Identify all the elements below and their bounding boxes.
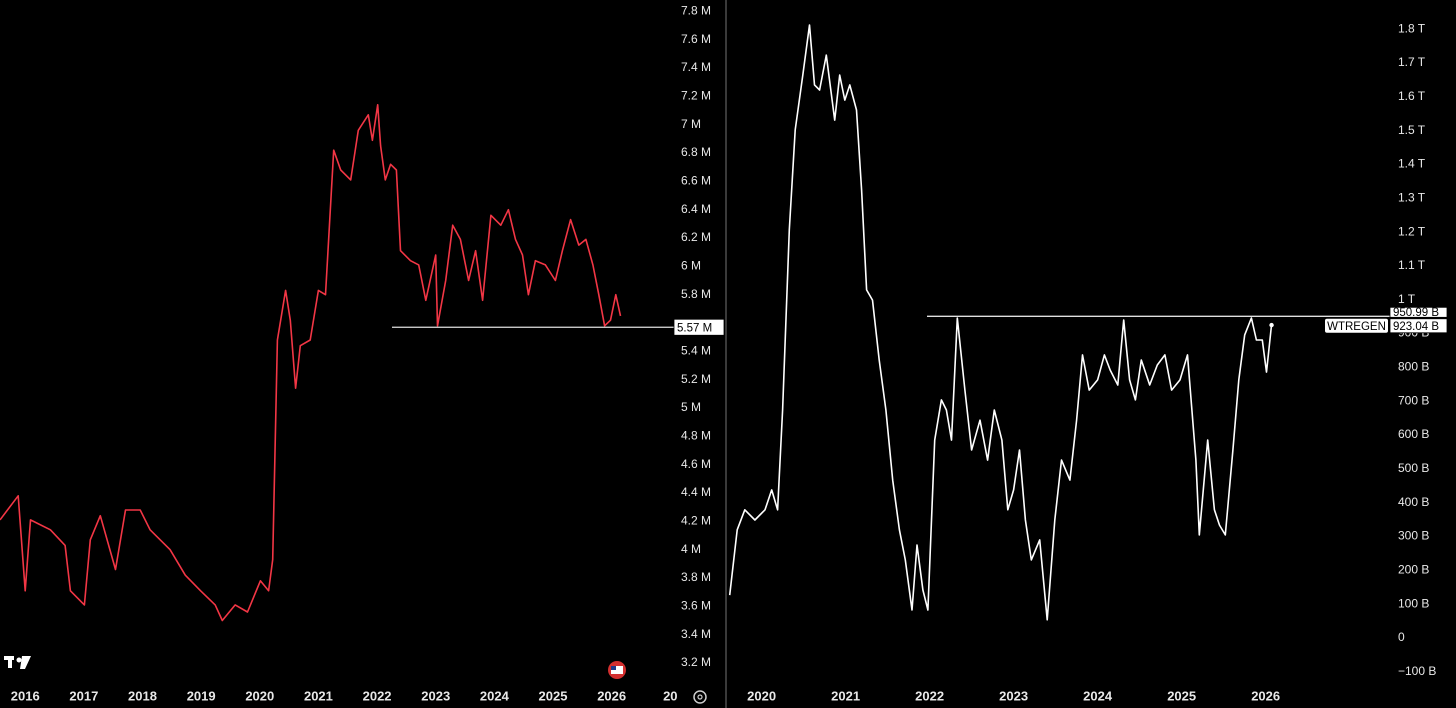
y-tick-label: 200 B (1398, 563, 1429, 577)
y-tick-label: 6.6 M (681, 174, 711, 188)
series-name-box (1325, 318, 1388, 333)
data-line (728, 24, 1273, 621)
x-tick-label: 2016 (11, 688, 40, 703)
x-tick-label: 2021 (304, 688, 333, 703)
last-value-box (1389, 318, 1448, 334)
x-tick-label: 2020 (747, 688, 776, 703)
y-tick-label: 4.2 M (681, 514, 711, 528)
reference-label: 5.57 M (677, 322, 712, 334)
y-tick-label: 7.6 M (681, 32, 711, 46)
reference-label-box (1389, 306, 1448, 318)
x-tick-label: 2026 (597, 688, 626, 703)
y-tick-label: 3.4 M (681, 627, 711, 641)
y-tick-label: 7 M (681, 117, 701, 131)
y-tick-label: 7.8 M (681, 4, 711, 18)
y-tick-label: 6 M (681, 259, 701, 273)
x-tick-label: 2018 (128, 688, 157, 703)
y-tick-label: 4.6 M (681, 457, 711, 471)
y-tick-label: 700 B (1398, 393, 1429, 407)
x-tick-label: 20 (663, 688, 677, 703)
y-tick-label: 1.8 T (1398, 21, 1426, 35)
y-tick-label: 1.1 T (1398, 258, 1426, 272)
y-tick-label: 4.4 M (681, 485, 711, 499)
x-tick-label: 2022 (915, 688, 944, 703)
y-tick-label: 600 B (1398, 427, 1429, 441)
x-tick-label: 2019 (187, 688, 216, 703)
y-tick-label: 7.2 M (681, 89, 711, 103)
y-tick-label: 1 T (1398, 292, 1416, 306)
x-tick-label: 2023 (421, 688, 450, 703)
y-tick-label: 1.4 T (1398, 157, 1426, 171)
y-tick-label: 0 (1398, 630, 1405, 644)
y-tick-label: 400 B (1398, 495, 1429, 509)
y-tick-label: 5.2 M (681, 372, 711, 386)
y-tick-label: 1.7 T (1398, 55, 1426, 69)
y-tick-label: 1.3 T (1398, 190, 1426, 204)
y-tick-label: 6.2 M (681, 230, 711, 244)
y-tick-label: 7.4 M (681, 60, 711, 74)
tradingview-logo (4, 656, 31, 669)
y-tick-label: 300 B (1398, 529, 1429, 543)
y-tick-label: 4.8 M (681, 429, 711, 443)
last-point (1269, 322, 1274, 328)
y-tick-label: 5 M (681, 400, 701, 414)
series-name: WTREGEN (1327, 321, 1386, 333)
x-tick-label: 2025 (539, 688, 568, 703)
x-tick-label: 2024 (1083, 688, 1113, 703)
y-tick-label: 6.4 M (681, 202, 711, 216)
x-tick-label: 2022 (363, 688, 392, 703)
data-line (0, 104, 622, 622)
x-tick-label: 2023 (999, 688, 1028, 703)
y-tick-label: 3.8 M (681, 570, 711, 584)
y-tick-label: 100 B (1398, 596, 1429, 610)
y-tick-label: −100 B (1398, 664, 1436, 678)
x-tick-label: 2025 (1167, 688, 1196, 703)
y-tick-label: 3.2 M (681, 655, 711, 669)
x-tick-label: 2021 (831, 688, 860, 703)
y-tick-label: 500 B (1398, 461, 1429, 475)
y-tick-label: 5.8 M (681, 287, 711, 301)
reference-label-box (673, 318, 725, 336)
y-tick-label: 1.6 T (1398, 89, 1426, 103)
y-tick-label: 4 M (681, 542, 701, 556)
x-tick-label: 2017 (69, 688, 98, 703)
y-tick-label: 1.5 T (1398, 123, 1426, 137)
x-tick-label: 2024 (480, 688, 510, 703)
y-tick-label: 800 B (1398, 360, 1429, 374)
x-tick-label: 2026 (1251, 688, 1280, 703)
y-tick-label: 3.6 M (681, 599, 711, 613)
y-tick-label: 5.4 M (681, 344, 711, 358)
x-tick-label: 2020 (245, 688, 274, 703)
reference-label: 950.99 B (1393, 307, 1439, 319)
last-value-label: 923.04 B (1393, 321, 1439, 333)
settings-icon[interactable] (693, 690, 707, 704)
flag-icon (608, 661, 626, 679)
y-tick-label: 1.2 T (1398, 224, 1426, 238)
y-tick-label: 6.8 M (681, 145, 711, 159)
